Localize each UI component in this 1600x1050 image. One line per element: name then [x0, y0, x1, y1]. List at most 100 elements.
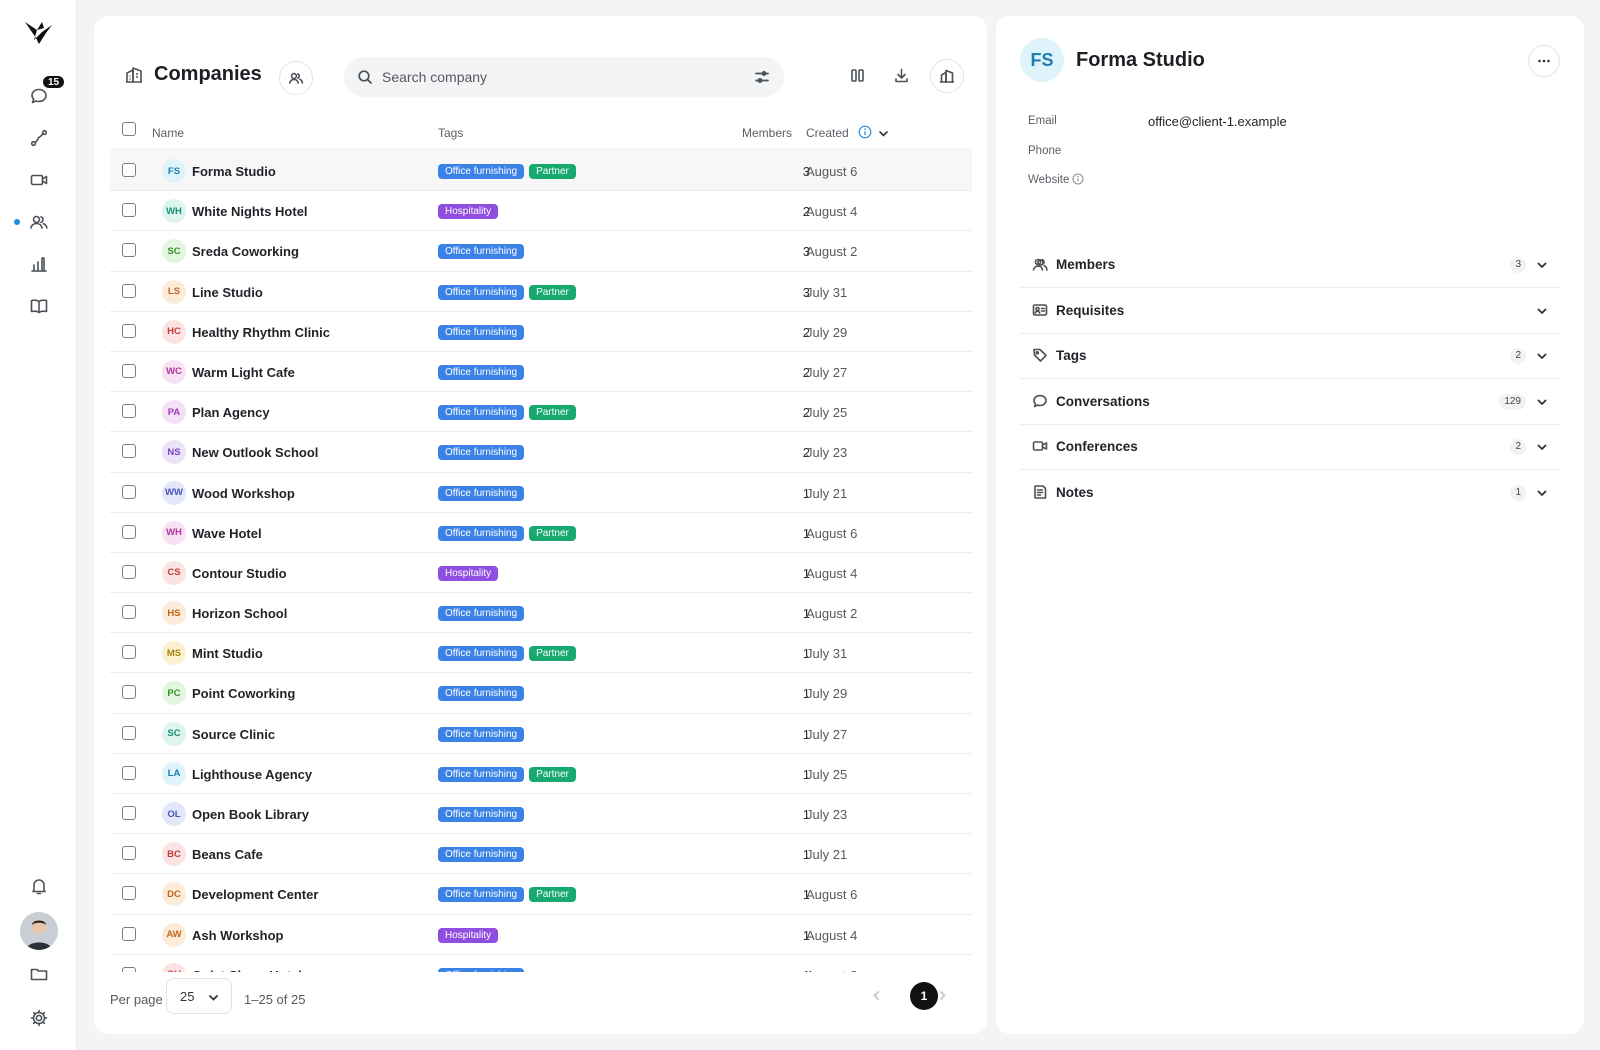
row-checkbox[interactable]: [122, 283, 136, 298]
per-page-select[interactable]: 25: [166, 978, 232, 1014]
table-row[interactable]: LA Lighthouse Agency Office furnishing Part…: [110, 754, 972, 794]
row-checkbox[interactable]: [122, 564, 136, 579]
tag-badge[interactable]: Office furnishing: [438, 445, 525, 461]
more-actions-button[interactable]: [1528, 45, 1560, 77]
section-members[interactable]: Members 3: [1020, 242, 1560, 288]
table-row[interactable]: BC Beans Cafe Office furnishing 1 July 21: [110, 834, 972, 875]
tag-badge[interactable]: Office furnishing: [438, 726, 525, 742]
table-row[interactable]: AW Ash Workshop Hospitality 1 August 4: [110, 915, 972, 955]
company-name[interactable]: White Nights Hotel: [192, 204, 308, 220]
tag-badge[interactable]: Office furnishing: [438, 164, 525, 179]
info-icon[interactable]: [858, 125, 872, 139]
nav-pipelines[interactable]: [23, 122, 55, 154]
table-row[interactable]: PA Plan Agency Office furnishing Partner 2 Ju…: [110, 392, 972, 433]
section-conversations[interactable]: Conversations 129: [1020, 379, 1560, 425]
company-name[interactable]: Point Coworking: [192, 686, 296, 702]
row-checkbox[interactable]: [122, 846, 136, 861]
prev-page-button[interactable]: [866, 985, 886, 1005]
row-checkbox[interactable]: [122, 524, 136, 539]
company-name[interactable]: Healthy Rhythm Clinic: [192, 324, 330, 340]
company-name[interactable]: Plan Agency: [192, 405, 270, 421]
column-members[interactable]: Members: [742, 126, 793, 140]
user-avatar[interactable]: [20, 912, 58, 950]
company-name[interactable]: Open Book Library: [192, 807, 310, 822]
tag-badge[interactable]: Partner: [529, 284, 576, 300]
tag-badge[interactable]: Partner: [529, 525, 576, 541]
tag-badge[interactable]: Hospitality: [438, 927, 499, 943]
tag-badge[interactable]: Office furnishing: [438, 847, 525, 863]
tag-badge[interactable]: Office furnishing: [438, 807, 525, 822]
row-checkbox[interactable]: [122, 765, 136, 780]
tag-badge[interactable]: Office furnishing: [438, 887, 525, 903]
search-input[interactable]: [382, 57, 732, 97]
column-tags[interactable]: Tags: [438, 126, 464, 140]
sort-chevron-icon[interactable]: [878, 127, 889, 138]
tag-badge[interactable]: Office furnishing: [438, 364, 525, 380]
tag-badge[interactable]: Office furnishing: [438, 284, 525, 300]
company-name[interactable]: Forma Studio: [192, 164, 276, 179]
nav-knowledge[interactable]: [23, 290, 55, 322]
company-name[interactable]: Development Center: [192, 887, 319, 903]
company-name[interactable]: Wave Hotel: [192, 525, 262, 541]
group-view-button[interactable]: [279, 61, 313, 95]
tag-badge[interactable]: Office furnishing: [438, 324, 525, 340]
table-row[interactable]: NS New Outlook School Office furnishing 2 Ju…: [110, 432, 972, 473]
section-requisites[interactable]: Requisites: [1020, 288, 1560, 334]
company-name[interactable]: Horizon School: [192, 606, 288, 622]
row-checkbox[interactable]: [122, 725, 136, 740]
nav-settings[interactable]: [23, 1002, 55, 1034]
nav-notifications[interactable]: [23, 870, 55, 902]
tag-badge[interactable]: Office furnishing: [438, 766, 525, 782]
tag-badge[interactable]: Office furnishing: [438, 686, 525, 702]
company-name[interactable]: Contour Studio: [192, 565, 287, 581]
chevron-down-icon[interactable]: [1536, 396, 1548, 408]
table-row[interactable]: CS Contour Studio Hospitality 1 August 4: [110, 553, 972, 594]
table-row[interactable]: WH White Nights Hotel Hospitality 2 August 4: [110, 191, 972, 232]
chevron-down-icon[interactable]: [1536, 350, 1548, 362]
column-name[interactable]: Name: [152, 126, 185, 140]
tag-badge[interactable]: Hospitality: [438, 565, 499, 581]
company-name[interactable]: Warm Light Cafe: [192, 364, 295, 380]
row-checkbox[interactable]: [122, 444, 136, 459]
row-checkbox[interactable]: [122, 605, 136, 620]
company-name[interactable]: Sreda Coworking: [192, 244, 299, 260]
nav-analytics[interactable]: [23, 248, 55, 280]
row-checkbox[interactable]: [122, 203, 136, 218]
chevron-down-icon[interactable]: [1536, 305, 1548, 317]
tag-badge[interactable]: Office furnishing: [438, 244, 525, 260]
select-all-checkbox[interactable]: [122, 122, 136, 136]
tag-badge[interactable]: Partner: [529, 887, 576, 903]
add-company-button[interactable]: [930, 59, 964, 93]
section-notes[interactable]: Notes 1: [1020, 470, 1560, 516]
table-row[interactable]: WC Warm Light Cafe Office furnishing 2 July …: [110, 352, 972, 393]
row-checkbox[interactable]: [122, 163, 136, 177]
info-icon[interactable]: [1072, 173, 1084, 185]
tag-badge[interactable]: Partner: [529, 646, 576, 662]
nav-conferences[interactable]: [23, 164, 55, 196]
section-tags[interactable]: Tags 2: [1020, 333, 1560, 380]
table-row[interactable]: PC Point Coworking Office furnishing 1 July …: [110, 673, 972, 714]
table-row[interactable]: HS Horizon School Office furnishing 1 August…: [110, 593, 972, 634]
nav-files[interactable]: [23, 958, 55, 990]
company-name[interactable]: Ash Workshop: [192, 927, 284, 943]
tag-badge[interactable]: Partner: [529, 405, 576, 421]
company-name[interactable]: New Outlook School: [192, 445, 319, 461]
next-page-button[interactable]: [932, 985, 952, 1005]
table-row[interactable]: OL Open Book Library Office furnishing 1 Jul…: [110, 794, 972, 835]
row-checkbox[interactable]: [122, 806, 136, 820]
company-name[interactable]: Mint Studio: [192, 646, 263, 662]
table-row[interactable]: FS Forma Studio Office furnishing Partner 3 A…: [110, 151, 972, 192]
row-checkbox[interactable]: [122, 404, 136, 419]
table-row[interactable]: SC Sreda Coworking Office furnishing 3 Augus…: [110, 231, 972, 272]
email-value[interactable]: office@client-1.example: [1148, 114, 1287, 129]
company-name[interactable]: Wood Workshop: [192, 485, 295, 501]
nav-conversations[interactable]: 15: [23, 74, 67, 112]
tag-badge[interactable]: Office furnishing: [438, 606, 525, 622]
company-name[interactable]: Beans Cafe: [192, 847, 263, 863]
export-button[interactable]: [886, 60, 916, 90]
table-row[interactable]: WW Wood Workshop Office furnishing 1 July 21: [110, 473, 972, 513]
tag-badge[interactable]: Partner: [529, 766, 576, 782]
row-checkbox[interactable]: [122, 323, 136, 338]
chevron-down-icon[interactable]: [1536, 487, 1548, 499]
row-checkbox[interactable]: [122, 886, 136, 901]
